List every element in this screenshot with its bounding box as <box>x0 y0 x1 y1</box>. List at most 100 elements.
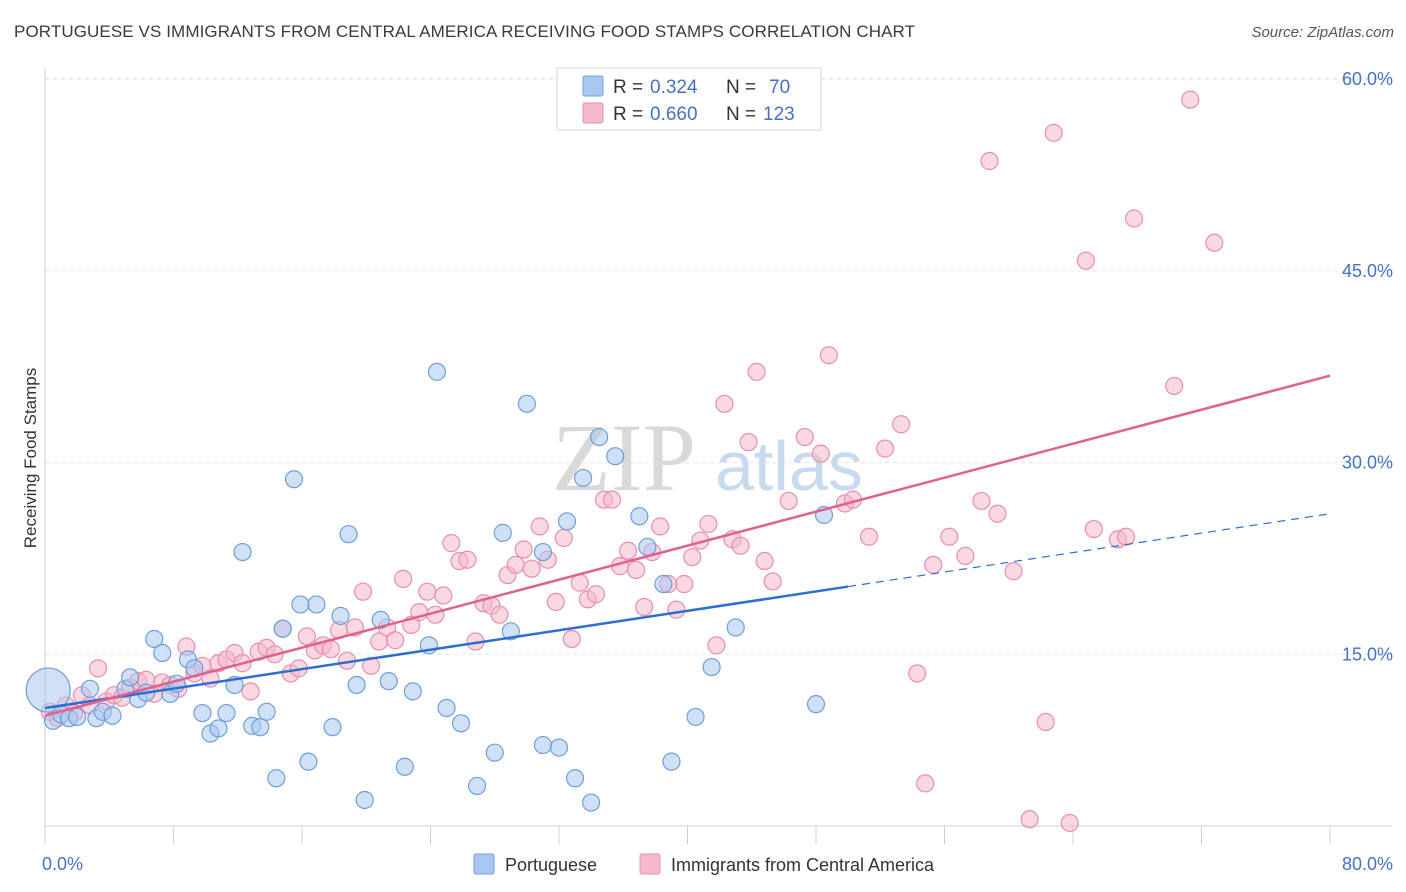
central-america-point-44 <box>394 569 413 588</box>
y-axis-label: Receiving Food Stamps <box>21 368 40 548</box>
series-legend: Portuguese Immigrants from Central Ameri… <box>473 853 935 875</box>
portuguese-point-62 <box>638 537 657 557</box>
portuguese-point-45 <box>437 698 456 718</box>
x-tick-label-0: 0.0% <box>42 854 83 874</box>
central-america-point-56 <box>490 605 509 624</box>
central-america-point-70 <box>602 490 622 509</box>
portuguese-point-61 <box>630 507 649 526</box>
portuguese-point-59 <box>590 427 609 447</box>
central-america-point-114 <box>1084 519 1103 539</box>
tick-labels: 15.0% 30.0% 45.0% 60.0% 0.0% 80.0% <box>42 69 1393 874</box>
portuguese-point-13 <box>145 629 164 649</box>
central-america-point-119 <box>1181 90 1200 109</box>
y-tick-label-0: 15.0% <box>1342 644 1393 664</box>
central-america-point-72 <box>618 541 638 560</box>
legend-r-value-central-america: 0.660 <box>650 104 698 125</box>
central-america-point-101 <box>916 774 935 793</box>
legend-n-label-central-america: N = <box>726 104 756 125</box>
portuguese-point-44 <box>427 362 447 381</box>
portuguese-point-65 <box>686 707 705 727</box>
portuguese-trend-extension <box>848 513 1331 588</box>
portuguese-point-38 <box>355 790 374 810</box>
portuguese-point-37 <box>347 675 366 695</box>
central-america-point-35 <box>321 640 341 659</box>
bottom-legend-swatch-central-america <box>639 853 661 875</box>
central-america-point-6 <box>88 659 108 678</box>
portuguese-point-57 <box>573 468 593 488</box>
portuguese-point-36 <box>339 525 358 544</box>
central-america-point-79 <box>675 574 694 594</box>
portuguese-point-50 <box>501 622 520 641</box>
central-america-point-61 <box>530 517 549 536</box>
central-america-point-63 <box>546 592 565 612</box>
portuguese-point-14 <box>153 643 172 663</box>
portuguese-point-58 <box>582 793 601 812</box>
central-america-point-50 <box>442 534 461 553</box>
portuguese-point-26 <box>251 718 270 737</box>
legend-r-value-portuguese: 0.324 <box>650 77 698 98</box>
central-america-point-97 <box>859 527 879 546</box>
central-america-point-92 <box>795 427 814 447</box>
central-america-point-43 <box>386 631 405 650</box>
portuguese-point-24 <box>233 542 252 562</box>
portuguese-point-42 <box>403 682 422 701</box>
legend-r-label-central-america: R = <box>613 104 643 125</box>
portuguese-point-35 <box>331 606 350 626</box>
portuguese-point-10 <box>121 668 140 687</box>
central-america-point-78 <box>667 600 686 619</box>
portuguese-point-8 <box>103 706 122 725</box>
portuguese-point-56 <box>565 769 585 788</box>
central-america-point-105 <box>972 491 991 511</box>
central-america-point-117 <box>1124 209 1144 228</box>
portuguese-point-28 <box>267 769 286 788</box>
bottom-legend-swatch-portuguese <box>473 853 495 875</box>
portuguese-point-60 <box>606 447 625 466</box>
trend-lines <box>44 374 1331 717</box>
stats-legend: R = 0.324 N = 70 R = 0.660 N = 123 <box>556 67 822 131</box>
central-america-point-98 <box>875 439 895 458</box>
central-america-point-87 <box>739 433 758 452</box>
central-america-point-90 <box>763 572 782 591</box>
bottom-legend-label-portuguese: Portuguese <box>505 855 597 875</box>
legend-swatch-portuguese <box>582 75 604 97</box>
central-america-point-73 <box>626 560 646 580</box>
portuguese-point-22 <box>217 703 236 723</box>
central-america-point-116 <box>1116 527 1136 546</box>
central-america-point-107 <box>988 504 1007 523</box>
legend-r-label-portuguese: R = <box>613 77 643 98</box>
central-america-point-86 <box>731 536 750 555</box>
legend-n-label-portuguese: N = <box>726 77 756 98</box>
portuguese-point-32 <box>299 752 318 771</box>
central-america-point-39 <box>353 582 373 601</box>
central-america-point-109 <box>1020 810 1039 829</box>
y-tick-label-2: 45.0% <box>1342 261 1393 281</box>
central-america-point-52 <box>458 550 477 569</box>
portuguese-point-0 <box>25 667 71 713</box>
portuguese-point-40 <box>379 672 398 691</box>
central-america-point-25 <box>241 682 260 701</box>
bottom-legend-label-central-america: Immigrants from Central America <box>671 855 935 875</box>
central-america-point-89 <box>755 551 774 571</box>
portuguese-point-30 <box>284 470 304 489</box>
central-america-point-93 <box>811 444 830 463</box>
central-america-point-120 <box>1205 233 1224 252</box>
central-america-point-91 <box>779 491 798 511</box>
portuguese-point-5 <box>80 679 100 698</box>
portuguese-point-31 <box>291 595 310 614</box>
central-america-point-74 <box>635 597 654 617</box>
central-america-point-112 <box>1060 813 1079 833</box>
portuguese-point-19 <box>193 703 212 723</box>
central-america-point-99 <box>892 415 911 434</box>
portuguese-point-47 <box>467 776 487 796</box>
portuguese-point-66 <box>702 657 721 677</box>
central-america-point-113 <box>1076 251 1095 270</box>
central-america-point-88 <box>747 362 766 381</box>
legend-swatch-central-america <box>582 102 604 124</box>
central-america-point-76 <box>651 517 670 536</box>
central-america-point-82 <box>699 514 718 534</box>
portuguese-point-54 <box>549 738 569 757</box>
central-america-point-84 <box>715 394 734 413</box>
portuguese-point-49 <box>493 523 512 542</box>
chart-title: PORTUGUESE VS IMMIGRANTS FROM CENTRAL AM… <box>14 22 916 41</box>
central-america-point-64 <box>554 528 573 548</box>
